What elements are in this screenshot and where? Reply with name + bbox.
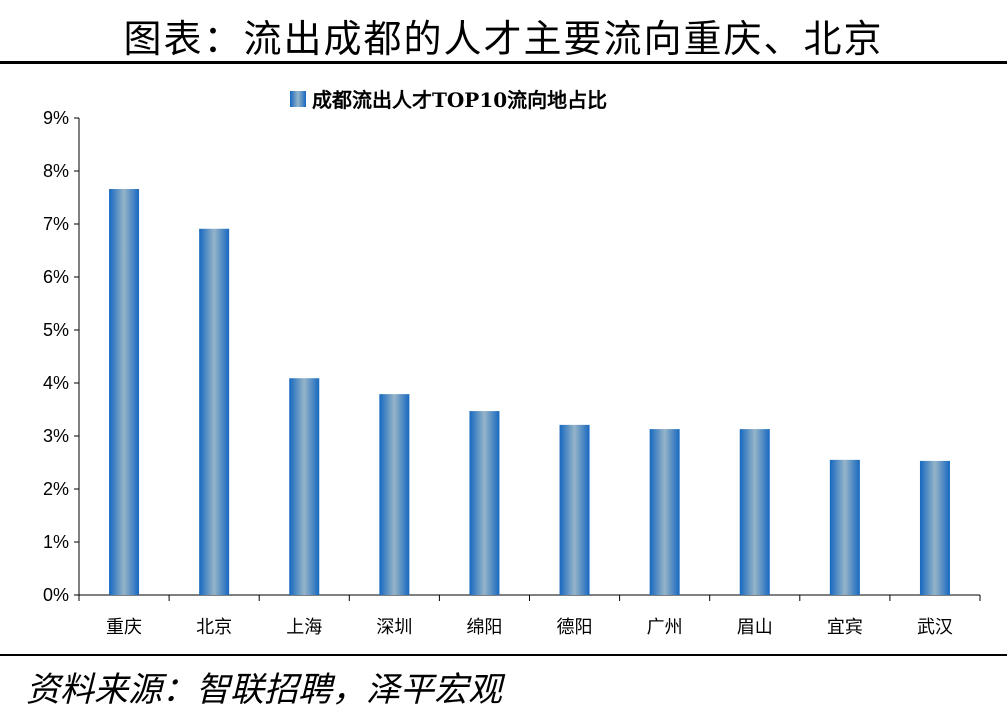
y-tick-label: 6% xyxy=(43,267,69,287)
bottom-rule xyxy=(0,654,1007,656)
y-tick-label: 7% xyxy=(43,214,69,234)
bar-chart: 成都流出人才TOP10流向地占比 0% 1% 2% 3% 4% 5% 6% 7% 8% 9% 重庆 北… xyxy=(43,88,981,638)
bar-眉山 xyxy=(739,429,770,595)
y-tick-label: 4% xyxy=(43,373,69,393)
bar-上海 xyxy=(289,378,320,595)
y-tick-label: 8% xyxy=(43,161,69,181)
bar-深圳 xyxy=(379,394,410,595)
y-tick-label: 1% xyxy=(43,532,69,552)
bar-宜宾 xyxy=(829,459,860,595)
x-tick-label: 眉山 xyxy=(737,617,773,638)
top-rule xyxy=(0,61,1007,64)
bar-北京 xyxy=(199,228,230,595)
legend-label: 成都流出人才TOP10流向地占比 xyxy=(312,88,607,112)
bar-德阳 xyxy=(559,424,590,595)
y-tick-label: 2% xyxy=(43,479,69,499)
bar-武汉 xyxy=(919,460,950,595)
legend-swatch xyxy=(290,91,306,107)
figure-title: 图表：流出成都的人才主要流向重庆、北京 xyxy=(123,17,884,61)
bar-绵阳 xyxy=(469,411,500,595)
x-tick-label: 广州 xyxy=(647,617,683,638)
x-tick-label: 重庆 xyxy=(106,617,142,638)
y-tick-label: 5% xyxy=(43,320,69,340)
y-tick-label: 0% xyxy=(43,585,69,605)
x-tick-label: 德阳 xyxy=(557,617,593,638)
x-tick-label: 深圳 xyxy=(376,617,412,638)
bar-广州 xyxy=(649,429,680,595)
x-tick-label: 上海 xyxy=(286,617,322,638)
x-tick-label: 绵阳 xyxy=(466,617,502,638)
legend: 成都流出人才TOP10流向地占比 xyxy=(290,88,607,112)
x-tick-label: 宜宾 xyxy=(827,617,863,638)
y-tick-label: 3% xyxy=(43,426,69,446)
source-note: 资料来源：智联招聘，泽平宏观 xyxy=(26,670,502,710)
x-tick-label: 武汉 xyxy=(917,617,953,638)
x-tick-label: 北京 xyxy=(196,617,232,638)
y-tick-label: 9% xyxy=(43,108,69,128)
bar-重庆 xyxy=(109,189,140,595)
